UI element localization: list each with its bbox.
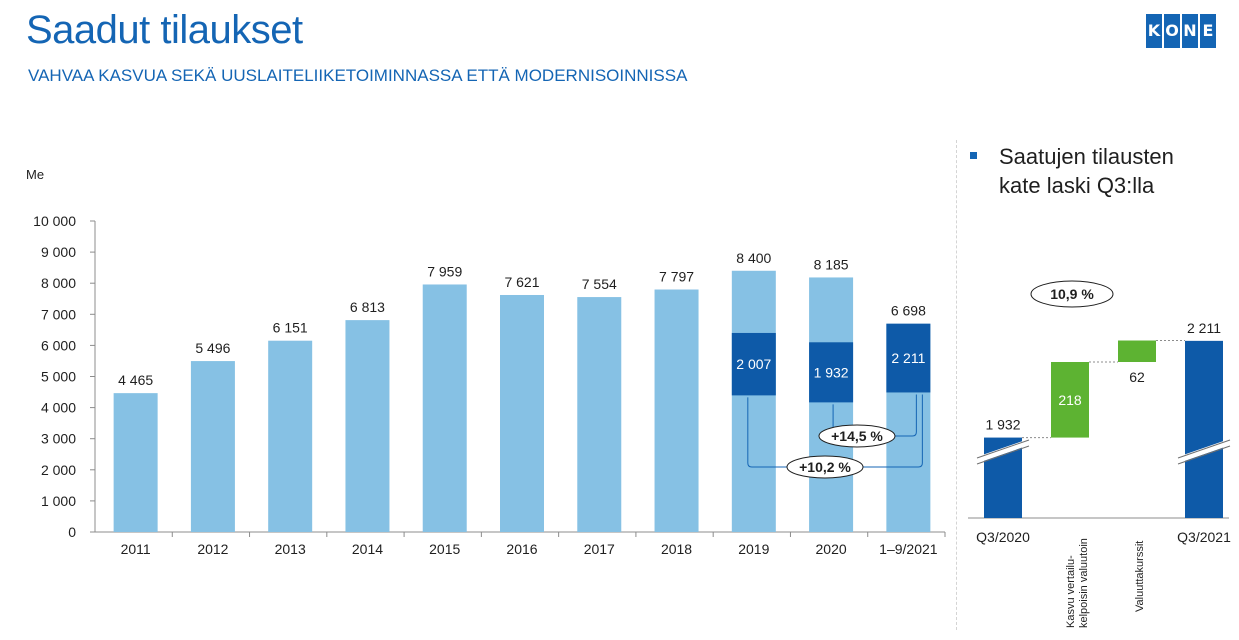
- growth-label: +14,5 %: [831, 428, 883, 444]
- bar-value-label: 7 621: [504, 274, 539, 290]
- waterfall-category-label: Q3/2021: [1177, 529, 1231, 545]
- x-tick-label: 2013: [275, 541, 306, 557]
- bar: [809, 277, 854, 532]
- bar-value-label: 7 797: [659, 269, 694, 285]
- y-tick-label: 3 000: [41, 431, 76, 447]
- logo-letter: O: [1164, 14, 1180, 48]
- waterfall-value-label: 2 211: [1187, 320, 1221, 336]
- q3-segment-label: 2 007: [736, 356, 771, 372]
- waterfall-category-label-line: Kasvu vertailu-: [1065, 555, 1077, 628]
- bar: [113, 393, 158, 532]
- bar: [731, 270, 776, 532]
- logo-letter: K: [1146, 14, 1162, 48]
- waterfall-category-label: Q3/2020: [976, 529, 1030, 545]
- y-tick-label: 7 000: [41, 306, 76, 322]
- axis-break-mark: [976, 439, 1030, 463]
- axis-break-mark: [1177, 439, 1231, 459]
- kone-logo: K O N E: [1146, 14, 1216, 48]
- y-tick-label: 8 000: [41, 275, 76, 291]
- q3-segment-label: 2 211: [891, 350, 925, 366]
- logo-letter: E: [1200, 14, 1216, 48]
- panel-divider: [956, 140, 958, 630]
- y-tick-label: 5 000: [41, 369, 76, 385]
- waterfall-value-label: 62: [1129, 369, 1145, 385]
- waterfall-category-label-line: kelpoisin valuutoin: [1078, 538, 1090, 628]
- x-tick-label: 2014: [352, 541, 383, 557]
- axis-break-mark: [1177, 439, 1231, 463]
- waterfall-bar: [1118, 340, 1156, 362]
- q3-segment-bar: [886, 323, 931, 393]
- x-tick-label: 2016: [506, 541, 537, 557]
- bar-value-label: 5 496: [195, 340, 230, 356]
- x-tick-label: 2017: [584, 541, 615, 557]
- y-tick-label: 1 000: [41, 493, 76, 509]
- bar-value-label: 7 959: [427, 263, 462, 279]
- x-tick-label: 2020: [816, 541, 847, 557]
- axis-break-mark: [976, 445, 1030, 465]
- waterfall-bar: [984, 437, 1022, 518]
- x-tick-label: 2015: [429, 541, 460, 557]
- page-title: Saadut tilaukset: [26, 8, 303, 52]
- waterfall-category-label: Kasvu vertailu-kelpoisin valuutoin: [1065, 538, 1090, 628]
- x-tick-label: 2019: [738, 541, 769, 557]
- page-subtitle: VAHVAA KASVUA SEKÄ UUSLAITELIIKETOIMINNA…: [28, 66, 688, 85]
- bar-value-label: 8 185: [814, 256, 849, 272]
- orders-bar-chart: 0 1 000 2 000 3 000 4 000 5 000 6 000 7 000 8 00…: [33, 213, 946, 557]
- y-tick-label: 0: [68, 524, 76, 540]
- q3-segment-bar: [809, 342, 854, 403]
- y-axis-unit-label: Me: [26, 167, 45, 182]
- bar: [577, 297, 622, 532]
- bar-value-label: 6 813: [350, 299, 385, 315]
- waterfall-bar: [1051, 362, 1089, 438]
- waterfall-value-label: 1 932: [985, 417, 1020, 433]
- waterfall-growth-bubble: [1030, 280, 1114, 308]
- bar: [268, 340, 313, 532]
- bar-value-label: 7 554: [582, 276, 617, 292]
- bar-value-label: 6 151: [273, 320, 308, 336]
- axis-break-mark: [976, 439, 1030, 459]
- bar-value-label: 4 465: [118, 372, 153, 388]
- axis-break-mark: [1177, 445, 1231, 465]
- x-tick-label: 2012: [197, 541, 228, 557]
- bar: [190, 361, 235, 532]
- waterfall-value-label: 218: [1058, 392, 1082, 408]
- bar: [500, 294, 544, 532]
- bullet-square-icon: [970, 152, 977, 159]
- bar: [345, 320, 390, 532]
- growth-bubble: [786, 455, 864, 479]
- waterfall-category-label: Valuuttakurssit: [1134, 541, 1146, 612]
- bullet-text: Saatujen tilausten kate laski Q3:lla: [999, 144, 1174, 198]
- logo-letter: N: [1182, 14, 1198, 48]
- q3-segment-bar: [731, 332, 776, 396]
- bar: [654, 289, 699, 532]
- y-tick-label: 2 000: [41, 462, 76, 478]
- y-tick-label: 9 000: [41, 244, 76, 260]
- q3-segment-label: 1 932: [814, 364, 849, 380]
- growth-bubble: [818, 424, 896, 448]
- y-tick-label: 4 000: [41, 400, 76, 416]
- bar: [422, 284, 467, 532]
- y-tick-label: 6 000: [41, 337, 76, 353]
- x-tick-label: 2011: [121, 541, 151, 557]
- x-tick-label: 2018: [661, 541, 692, 557]
- waterfall-growth-label: 10,9 %: [1050, 286, 1094, 302]
- growth-label: +10,2 %: [799, 459, 851, 475]
- y-tick-label: 10 000: [33, 213, 76, 229]
- bar-value-label: 6 698: [891, 303, 926, 319]
- waterfall-bar: [1185, 340, 1223, 518]
- x-tick-label: 1–9/2021: [879, 541, 938, 557]
- bar-value-label: 8 400: [736, 250, 771, 266]
